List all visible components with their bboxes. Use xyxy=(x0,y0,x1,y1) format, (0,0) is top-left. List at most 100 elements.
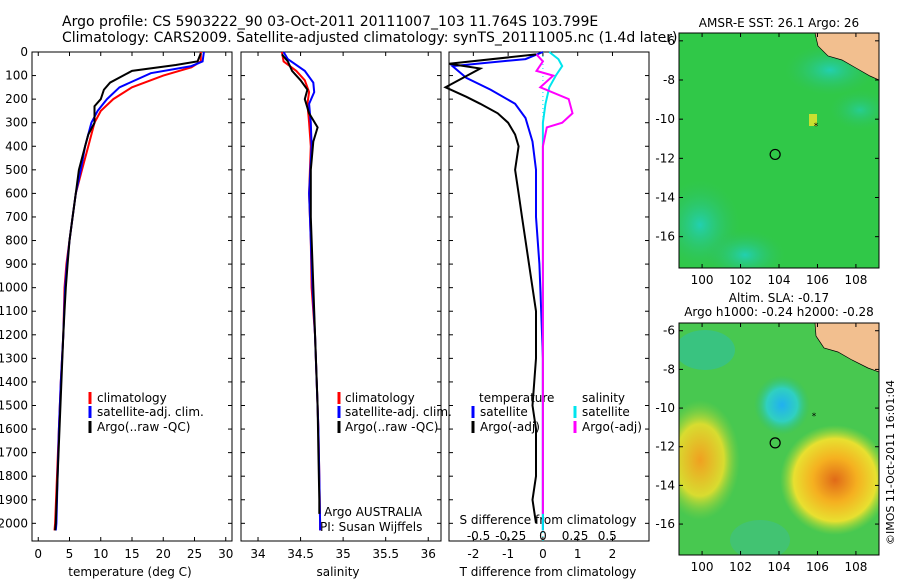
imos-timestamp: ©IMOS 11-Oct-2011 16:01:04 xyxy=(884,379,897,545)
legend-s-argo: Argo(-adj) xyxy=(582,420,642,434)
legend-s-satellite: satellite xyxy=(582,405,630,419)
sst-warm-pixel xyxy=(809,114,817,126)
x-tick-label: 35.5 xyxy=(372,547,399,561)
difference-profile-panel: T difference from climatology S differen… xyxy=(443,51,650,579)
x-tick-label: 102 xyxy=(729,273,752,287)
x-tick-label: 10 xyxy=(93,547,108,561)
y-tick-label: 0 xyxy=(20,45,28,59)
sla-map-panel: Altim. SLA: -0.17 Argo h1000: -0.24 h200… xyxy=(655,291,880,574)
y-tick-label: 200 xyxy=(5,92,28,106)
x-tick-label: -1 xyxy=(502,547,514,561)
salinity-legend: climatology satellite-adj. clim. Argo(..… xyxy=(337,391,452,434)
x-tick-label: 15 xyxy=(124,547,139,561)
legend-t-argo: Argo(-adj) xyxy=(480,420,540,434)
series-line-satellite xyxy=(450,51,544,531)
y-tick-label: -14 xyxy=(655,191,675,205)
y-tick-label: -12 xyxy=(655,151,675,165)
y-tick-label: 1300 xyxy=(0,351,28,365)
series-line-argo-raw-qc- xyxy=(281,53,321,514)
argo-float-marker xyxy=(769,148,781,161)
y-tick-label: 900 xyxy=(5,257,28,271)
sla-map-title-line2: Argo h1000: -0.24 h2000: -0.28 xyxy=(684,305,874,319)
y-tick-label: -16 xyxy=(655,230,675,244)
x-tick-label: 0 xyxy=(34,547,42,561)
difference-legend: temperature satellite Argo(-adj) salinit… xyxy=(471,391,642,434)
argo-pi-label: PI: Susan Wijffels xyxy=(320,520,422,534)
sst-map-field xyxy=(679,33,879,268)
salinity-profile-panel: salinity climatology satellite-adj. clim… xyxy=(240,51,452,579)
x-tick-label: 1 xyxy=(574,547,582,561)
x-tick-label: 102 xyxy=(729,560,752,574)
y-tick-label: 100 xyxy=(5,69,28,83)
legend-climatology: climatology xyxy=(97,391,167,405)
y-tick-label: -10 xyxy=(655,401,675,415)
legend-temperature-heading: temperature xyxy=(479,391,554,405)
x-tick-label: 104 xyxy=(768,273,791,287)
y-tick-label: 1200 xyxy=(0,328,28,342)
argo-float-marker xyxy=(769,437,781,449)
y-tick-label: 2000 xyxy=(0,516,28,530)
y-tick-label: -14 xyxy=(655,478,675,492)
y-tick-label: 300 xyxy=(5,116,28,130)
y-tick-label: 500 xyxy=(5,163,28,177)
y-tick-label: 1600 xyxy=(0,422,28,436)
series-line-argo-raw-qc- xyxy=(54,52,202,531)
legend-argo-raw: Argo(..raw -QC) xyxy=(345,420,438,434)
y-tick-label: -8 xyxy=(663,362,675,376)
x-tick-label: 35 xyxy=(335,547,350,561)
series-line-argo-adj- xyxy=(443,53,537,524)
legend-salinity-heading: salinity xyxy=(582,391,625,405)
y-tick-label: -10 xyxy=(655,112,675,126)
x-tick-label: 2 xyxy=(609,547,617,561)
y-tick-label: -16 xyxy=(655,517,675,531)
x2-tick-label: 0.5 xyxy=(598,529,617,543)
figure-title-line1: Argo profile: CS 5903222_90 03-Oct-2011 … xyxy=(62,14,599,30)
s-difference-xlabel: S difference from climatology xyxy=(460,513,637,527)
y-tick-label: 1800 xyxy=(0,469,28,483)
y-tick-label: 1700 xyxy=(0,446,28,460)
y-tick-label: 800 xyxy=(5,234,28,248)
x2-tick-label: -0.5 xyxy=(467,529,490,543)
series-line-argo-adj- xyxy=(534,53,574,514)
x-tick-label: 108 xyxy=(844,273,867,287)
y-tick-label: 1100 xyxy=(0,304,28,318)
java-coastline xyxy=(814,33,879,81)
y-tick-label: 1000 xyxy=(0,281,28,295)
x-tick-label: 34 xyxy=(250,547,265,561)
x-tick-label: 34.5 xyxy=(287,547,314,561)
x-tick-label: 106 xyxy=(806,273,829,287)
sla-map-field xyxy=(679,323,879,555)
difference-plot-frame xyxy=(448,51,650,542)
salinity-plot-frame xyxy=(240,51,442,542)
star-marker: * xyxy=(812,412,817,422)
argo-agency-label: Argo AUSTRALIA xyxy=(324,505,423,519)
temperature-profile-panel: temperature (deg C) climatology satellit… xyxy=(0,45,233,579)
series-line-climatology xyxy=(53,52,202,531)
x-tick-label: 108 xyxy=(844,560,867,574)
x-tick-label: 30 xyxy=(218,547,233,561)
java-coastline xyxy=(814,323,879,373)
legend-argo-raw: Argo(..raw -QC) xyxy=(97,420,190,434)
x2-tick-label: 0.25 xyxy=(562,529,589,543)
salinity-xlabel: salinity xyxy=(316,565,359,579)
t-difference-xlabel: T difference from climatology xyxy=(459,565,637,579)
temperature-legend: climatology satellite-adj. clim. Argo(..… xyxy=(88,391,204,434)
y-tick-label: 1900 xyxy=(0,493,28,507)
series-line-satellite-adj-clim- xyxy=(54,51,205,531)
x2-tick-label: -0.25 xyxy=(495,529,526,543)
x-tick-label: 0 xyxy=(539,547,547,561)
x-tick-label: 100 xyxy=(691,560,714,574)
legend-satellite-adj-clim: satellite-adj. clim. xyxy=(345,405,452,419)
temperature-xlabel: temperature (deg C) xyxy=(68,565,191,579)
y-tick-label: -6 xyxy=(663,34,675,48)
figure-title-line2: Climatology: CARS2009. Satellite-adjuste… xyxy=(62,30,678,46)
y-tick-label: -12 xyxy=(655,440,675,454)
y-tick-label: 600 xyxy=(5,186,28,200)
x-tick-label: 104 xyxy=(768,560,791,574)
temperature-plot-frame xyxy=(31,51,233,542)
legend-satellite-adj-clim: satellite-adj. clim. xyxy=(97,405,204,419)
y-tick-label: -8 xyxy=(663,73,675,87)
sla-map-title-line1: Altim. SLA: -0.17 xyxy=(729,291,829,305)
x-tick-label: 5 xyxy=(66,547,74,561)
